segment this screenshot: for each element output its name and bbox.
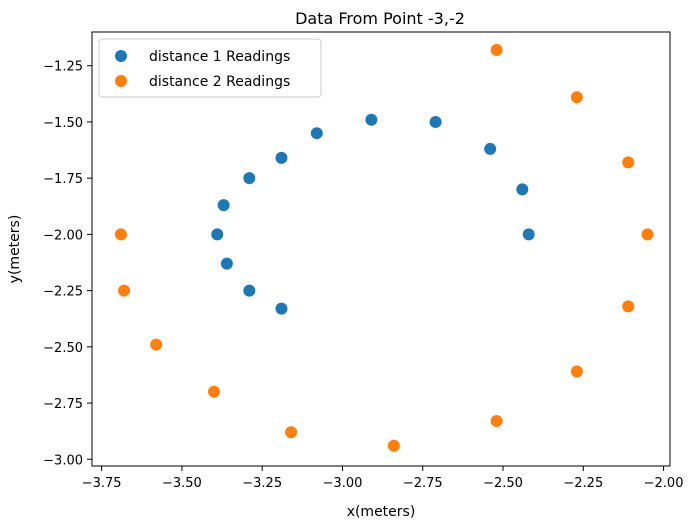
- legend-marker-distance-1: [115, 50, 127, 62]
- legend-label-distance-1: distance 1 Readings: [149, 49, 290, 65]
- legend-marker-distance-2: [115, 75, 127, 87]
- data-point-series-2: [570, 365, 583, 378]
- x-axis-label: x(meters): [347, 504, 416, 520]
- data-point-series-2: [208, 385, 221, 398]
- data-point-series-2: [114, 228, 127, 241]
- x-tick-label: −2.00: [644, 476, 684, 491]
- data-point-series-2: [490, 43, 503, 56]
- legend-label-distance-2: distance 2 Readings: [149, 74, 290, 90]
- y-tick-label: −2.00: [43, 228, 83, 243]
- x-tick-label: −2.25: [563, 476, 603, 491]
- y-tick-label: −3.00: [43, 453, 83, 468]
- data-point-series-1: [516, 183, 529, 196]
- data-point-series-2: [118, 284, 131, 297]
- data-point-series-2: [570, 91, 583, 104]
- x-tick-label: −3.25: [242, 476, 282, 491]
- y-tick-label: −2.25: [43, 285, 83, 300]
- data-point-series-2: [641, 228, 654, 241]
- data-point-series-1: [522, 228, 535, 241]
- plot-frame: [91, 31, 671, 467]
- x-tick-label: −3.00: [323, 476, 363, 491]
- data-point-series-2: [150, 338, 163, 351]
- data-point-series-2: [490, 415, 503, 428]
- data-point-series-1: [220, 257, 233, 270]
- y-tick-label: −1.50: [43, 116, 83, 131]
- legend-box: [98, 38, 322, 98]
- data-point-series-1: [310, 127, 323, 140]
- data-point-series-1: [275, 151, 288, 164]
- axis-layer: −3.75 −3.50 −3.25 −3.00 −2.75 −2.50 −2.25 −2.00…: [43, 60, 683, 491]
- data-point-series-2: [622, 156, 635, 169]
- data-point-series-1: [211, 228, 224, 241]
- legend: distance 1 Readings distance 2 Readings: [98, 38, 322, 98]
- points-layer: [114, 43, 654, 452]
- x-tick-label: −3.75: [82, 476, 122, 491]
- data-point-series-1: [429, 115, 442, 128]
- data-point-series-1: [365, 113, 378, 126]
- y-tick-label: −1.25: [43, 60, 83, 75]
- data-point-series-2: [285, 426, 298, 439]
- y-tick-label: −2.50: [43, 341, 83, 356]
- x-tick-label: −2.75: [403, 476, 443, 491]
- data-point-series-2: [387, 439, 400, 452]
- plot-area: [92, 32, 670, 466]
- y-axis-label: y(meters): [7, 215, 23, 284]
- x-tick-label: −3.50: [162, 476, 202, 491]
- y-tick-label: −2.75: [43, 397, 83, 412]
- chart-title: Data From Point -3,-2: [295, 9, 465, 28]
- data-point-series-1: [217, 199, 230, 212]
- data-point-series-1: [484, 142, 497, 155]
- data-point-series-1: [275, 302, 288, 315]
- data-point-series-1: [243, 284, 256, 297]
- x-tick-label: −2.50: [483, 476, 523, 491]
- data-point-series-1: [243, 172, 256, 185]
- data-point-series-2: [622, 300, 635, 313]
- y-tick-label: −1.75: [43, 172, 83, 187]
